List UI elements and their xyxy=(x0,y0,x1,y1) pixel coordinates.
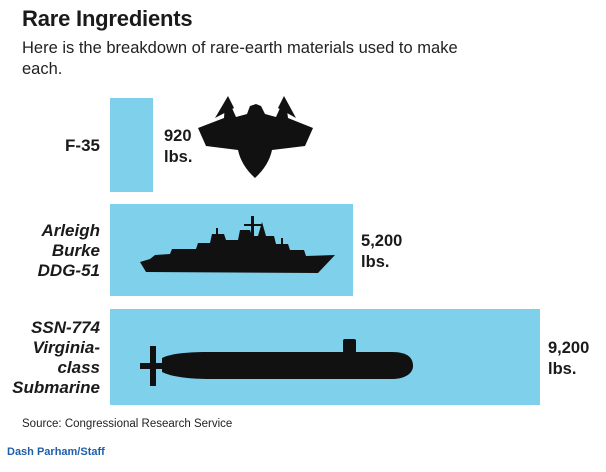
staff-credit: Dash Parham/Staff xyxy=(7,446,105,458)
value-label: lbs. xyxy=(164,148,192,166)
destroyer-ship-icon xyxy=(140,216,335,273)
value-label: 920 xyxy=(164,127,192,145)
category-label: Virginia- xyxy=(33,338,101,357)
value-label: 9,200 xyxy=(548,339,589,357)
fighter-jet-icon xyxy=(198,96,313,178)
category-label: Arleigh xyxy=(40,221,100,240)
value-label: lbs. xyxy=(548,360,576,378)
chart-subtitle: Here is the breakdown of rare-earth mate… xyxy=(22,39,458,78)
category-label: Burke xyxy=(52,241,100,260)
category-label: Submarine xyxy=(12,378,100,397)
chart-title: Rare Ingredients xyxy=(22,6,193,31)
source-note: Source: Congressional Research Service xyxy=(22,418,233,430)
category-label: DDG-51 xyxy=(38,261,100,280)
category-label: SSN-774 xyxy=(31,318,101,337)
category-label: class xyxy=(57,358,100,377)
bar xyxy=(110,98,153,192)
value-label: 5,200 xyxy=(361,232,402,250)
value-label: lbs. xyxy=(361,253,389,271)
category-label: F-35 xyxy=(65,136,100,155)
submarine-icon xyxy=(140,339,413,386)
